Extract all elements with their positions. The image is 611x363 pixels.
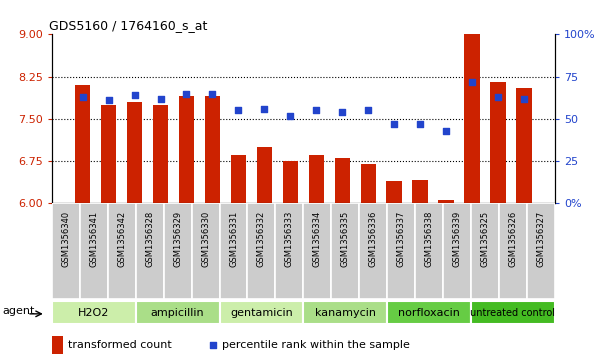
Text: GSM1356329: GSM1356329 — [173, 211, 182, 267]
Bar — [309, 155, 324, 203]
Point — [104, 97, 114, 103]
Bar — [443, 203, 471, 299]
Text: H2O2: H2O2 — [78, 307, 109, 318]
Bar — [303, 301, 387, 324]
Text: ampicillin: ampicillin — [151, 307, 205, 318]
Bar — [276, 203, 303, 299]
Bar — [331, 203, 359, 299]
Point — [78, 94, 87, 100]
Bar — [491, 82, 506, 203]
Text: GSM1356327: GSM1356327 — [536, 211, 546, 267]
Text: GSM1356326: GSM1356326 — [508, 211, 518, 267]
Bar — [219, 301, 303, 324]
Point — [415, 121, 425, 127]
Bar — [303, 203, 331, 299]
Bar — [499, 203, 527, 299]
Bar — [527, 203, 555, 299]
Bar — [257, 147, 272, 203]
Bar — [126, 102, 142, 203]
Point — [285, 113, 295, 118]
Bar — [471, 203, 499, 299]
Point — [233, 107, 243, 113]
Bar — [387, 181, 402, 203]
Text: untreated control: untreated control — [470, 307, 555, 318]
Bar — [205, 96, 220, 203]
Text: GSM1356338: GSM1356338 — [425, 211, 434, 268]
Point — [181, 91, 191, 97]
Bar — [75, 85, 90, 203]
Text: GSM1356328: GSM1356328 — [145, 211, 154, 267]
Text: GSM1356325: GSM1356325 — [480, 211, 489, 267]
Bar — [80, 203, 108, 299]
Text: GSM1356334: GSM1356334 — [313, 211, 322, 267]
Text: GSM1356332: GSM1356332 — [257, 211, 266, 267]
Bar — [52, 336, 63, 354]
Bar — [230, 155, 246, 203]
Bar — [335, 158, 350, 203]
Point — [364, 107, 373, 113]
Bar — [52, 203, 80, 299]
Text: GSM1356337: GSM1356337 — [397, 211, 406, 268]
Point — [312, 107, 321, 113]
Bar — [387, 301, 471, 324]
Text: GSM1356339: GSM1356339 — [453, 211, 461, 267]
Text: GSM1356331: GSM1356331 — [229, 211, 238, 267]
Bar — [52, 301, 136, 324]
Bar — [439, 200, 454, 203]
Text: kanamycin: kanamycin — [315, 307, 376, 318]
Point — [519, 96, 529, 102]
Bar — [108, 203, 136, 299]
Point — [389, 121, 399, 127]
Text: percentile rank within the sample: percentile rank within the sample — [222, 340, 410, 350]
Bar — [412, 180, 428, 203]
Bar — [471, 301, 555, 324]
Bar — [282, 161, 298, 203]
Text: GSM1356333: GSM1356333 — [285, 211, 294, 268]
Point — [493, 94, 503, 100]
Bar — [415, 203, 443, 299]
Bar — [387, 203, 415, 299]
Bar — [101, 105, 116, 203]
Point — [260, 106, 269, 112]
Bar — [516, 88, 532, 203]
Text: transformed count: transformed count — [68, 340, 172, 350]
Bar — [247, 203, 276, 299]
Point — [467, 79, 477, 85]
Text: GSM1356340: GSM1356340 — [61, 211, 70, 267]
Bar — [360, 164, 376, 203]
Point — [337, 109, 347, 115]
Bar — [178, 96, 194, 203]
Bar — [359, 203, 387, 299]
Text: GSM1356341: GSM1356341 — [89, 211, 98, 267]
Bar — [219, 203, 247, 299]
Text: norfloxacin: norfloxacin — [398, 307, 460, 318]
Bar — [136, 301, 219, 324]
Point — [156, 96, 166, 102]
Bar — [464, 34, 480, 203]
Text: GSM1356330: GSM1356330 — [201, 211, 210, 267]
Bar — [136, 203, 164, 299]
Point — [130, 92, 139, 98]
Text: GSM1356335: GSM1356335 — [341, 211, 349, 267]
Text: gentamicin: gentamicin — [230, 307, 293, 318]
Bar — [192, 203, 219, 299]
Text: GSM1356342: GSM1356342 — [117, 211, 126, 267]
Bar — [153, 105, 168, 203]
Text: GSM1356336: GSM1356336 — [368, 211, 378, 268]
Bar — [164, 203, 192, 299]
Text: agent: agent — [2, 306, 35, 316]
Point — [208, 91, 218, 97]
Text: GDS5160 / 1764160_s_at: GDS5160 / 1764160_s_at — [49, 19, 208, 32]
Point — [441, 128, 451, 134]
